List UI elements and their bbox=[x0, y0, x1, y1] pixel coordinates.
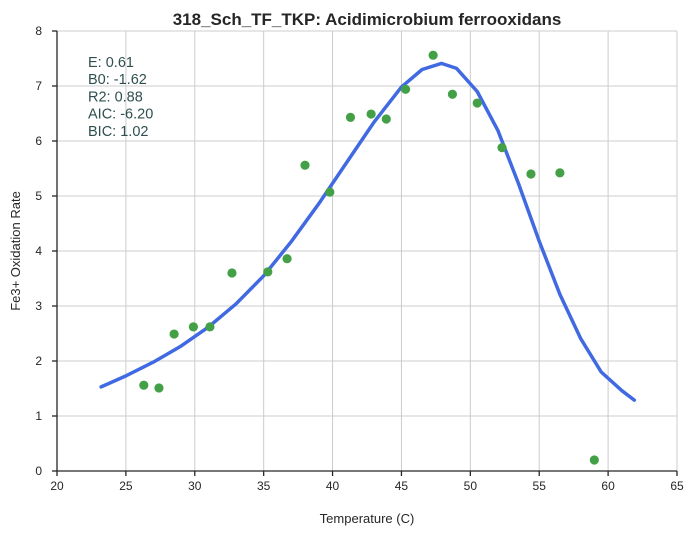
y-tick-label: 3 bbox=[35, 299, 42, 313]
data-point bbox=[400, 84, 411, 94]
data-point bbox=[154, 383, 164, 393]
data-point bbox=[366, 109, 376, 119]
data-point bbox=[555, 168, 565, 178]
y-tick-label: 0 bbox=[35, 464, 42, 478]
data-point bbox=[188, 322, 198, 332]
x-axis-label: Temperature (C) bbox=[320, 511, 415, 526]
x-tick-label: 40 bbox=[326, 479, 340, 493]
x-tick-label: 60 bbox=[601, 479, 615, 493]
data-point bbox=[205, 322, 215, 332]
data-point bbox=[282, 254, 292, 264]
data-point bbox=[472, 98, 482, 108]
data-point bbox=[169, 329, 179, 339]
fit-curve-line bbox=[99, 61, 637, 402]
y-tick-label: 5 bbox=[35, 189, 42, 203]
x-tick-label: 25 bbox=[119, 479, 133, 493]
y-tick-label: 1 bbox=[35, 409, 42, 423]
chart-title: 318_Sch_TF_TKP: Acidimicrobium ferrooxid… bbox=[173, 10, 562, 29]
x-tick-label: 35 bbox=[257, 479, 271, 493]
data-point bbox=[589, 455, 599, 465]
stat-line: B0: -1.62 bbox=[88, 72, 147, 88]
data-point bbox=[381, 114, 391, 124]
y-tick-label: 7 bbox=[35, 79, 42, 93]
data-point bbox=[526, 169, 536, 179]
data-point bbox=[139, 380, 149, 390]
y-tick-label: 8 bbox=[35, 24, 42, 38]
x-tick-label: 45 bbox=[395, 479, 409, 493]
y-tick-label: 6 bbox=[35, 134, 42, 148]
y-axis-ticks: 0 1 2 3 4 5 6 7 8 bbox=[35, 24, 57, 478]
x-axis-ticks: 20 25 30 35 40 45 50 55 60 65 bbox=[50, 471, 684, 493]
y-axis-label: Fe3+ Oxidation Rate bbox=[8, 191, 23, 311]
y-tick-label: 4 bbox=[35, 244, 42, 258]
data-point bbox=[428, 50, 438, 60]
x-tick-label: 50 bbox=[464, 479, 478, 493]
stat-line: R2: 0.88 bbox=[88, 89, 143, 105]
stat-line: BIC: 1.02 bbox=[88, 124, 148, 140]
x-tick-label: 20 bbox=[50, 479, 64, 493]
data-point bbox=[263, 267, 273, 277]
plot-area bbox=[99, 50, 637, 465]
data-point bbox=[227, 268, 237, 278]
data-point bbox=[325, 187, 335, 197]
y-tick-label: 2 bbox=[35, 354, 42, 368]
data-point bbox=[300, 160, 310, 170]
data-point bbox=[447, 89, 458, 99]
grid bbox=[56, 30, 678, 472]
data-point bbox=[497, 143, 507, 153]
data-point bbox=[345, 112, 356, 122]
stat-line: E: 0.61 bbox=[88, 55, 134, 71]
x-tick-label: 55 bbox=[533, 479, 547, 493]
x-tick-label: 65 bbox=[670, 479, 684, 493]
stat-line: AIC: -6.20 bbox=[88, 107, 153, 123]
x-tick-label: 30 bbox=[188, 479, 202, 493]
